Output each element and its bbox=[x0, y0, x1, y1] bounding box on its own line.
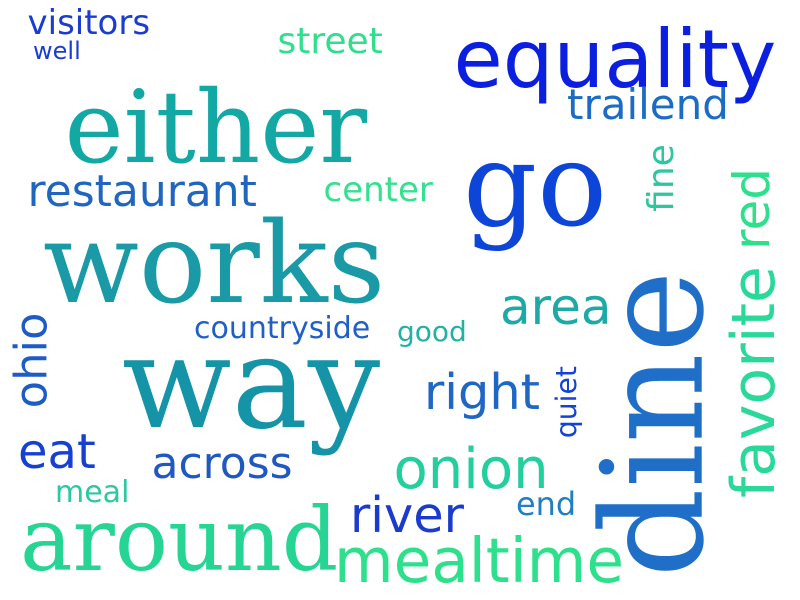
word-go: go bbox=[463, 118, 608, 253]
word-red: red bbox=[722, 168, 781, 250]
word-eat: eat bbox=[18, 424, 96, 480]
word-either: either bbox=[64, 69, 368, 186]
word-equality: equality bbox=[453, 13, 777, 106]
word-works: works bbox=[43, 199, 386, 329]
word-center: center bbox=[323, 170, 433, 210]
word-mealtime: mealtime bbox=[334, 525, 624, 597]
word-visitors: visitors bbox=[27, 3, 151, 43]
word-meal: meal bbox=[55, 475, 130, 510]
word-restaurant: restaurant bbox=[27, 166, 257, 217]
word-onion: onion bbox=[393, 437, 549, 502]
word-across: across bbox=[151, 438, 293, 489]
word-trailend: trailend bbox=[567, 80, 729, 129]
word-countryside: countryside bbox=[194, 311, 371, 346]
word-well: well bbox=[33, 37, 81, 65]
word-way: way bbox=[122, 309, 381, 458]
word-around: around bbox=[20, 488, 339, 591]
word-street: street bbox=[277, 21, 383, 62]
word-river: river bbox=[350, 485, 464, 544]
word-area: area bbox=[500, 278, 612, 336]
word-fine: fine bbox=[640, 144, 682, 212]
word-ohio: ohio bbox=[4, 312, 58, 408]
word-good: good bbox=[397, 315, 467, 348]
word-right: right bbox=[424, 362, 541, 421]
word-quiet: quiet bbox=[549, 366, 583, 439]
word-end: end bbox=[516, 485, 577, 523]
